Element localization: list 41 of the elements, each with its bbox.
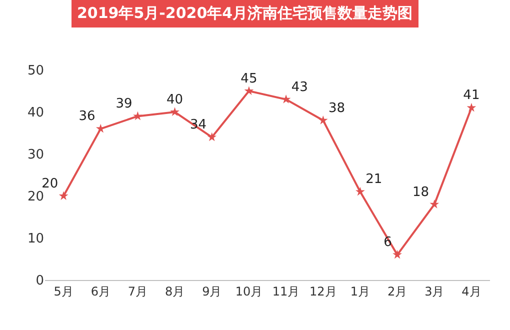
data-label: 20 [42, 176, 58, 192]
x-tick-label: 10月 [235, 284, 263, 298]
x-tick-label: 6月 [90, 284, 110, 298]
x-tick-label: 3月 [424, 284, 444, 298]
point [318, 116, 328, 124]
y-tick-label: 20 [27, 190, 44, 205]
data-label: 36 [78, 109, 96, 124]
x-tick-label: 5月 [54, 284, 74, 298]
x-tick-label: 7月 [128, 284, 148, 298]
x-tick-label: 4月 [462, 284, 482, 298]
point [58, 191, 68, 200]
point [133, 111, 142, 120]
point [170, 107, 180, 116]
y-tick-label: 0 [36, 274, 44, 289]
y-tick-label: 40 [27, 106, 44, 121]
point [244, 86, 254, 95]
data-label: 41 [463, 88, 480, 104]
data-label: 18 [412, 184, 430, 200]
point [430, 200, 440, 208]
data-label: 39 [116, 96, 132, 112]
data-label: 40 [166, 92, 184, 108]
data-label: 6 [384, 235, 392, 250]
y-tick-label: 10 [27, 232, 44, 247]
data-label: 45 [240, 71, 258, 86]
x-tick-label: 9月 [202, 284, 222, 298]
data-label: 38 [328, 100, 346, 116]
data-label: 21 [366, 172, 382, 188]
x-tick-label: 11月 [272, 284, 300, 298]
point [356, 186, 365, 196]
x-tick-label: 2月 [387, 284, 408, 298]
data-label: 43 [291, 80, 308, 95]
point [392, 250, 402, 259]
point [281, 94, 291, 104]
point [466, 102, 476, 112]
chart-title: 2019年5月-2020年4月济南住宅预售数量走势图 [77, 4, 413, 22]
y-tick-label: 50 [27, 64, 44, 79]
x-tick-label: 8月 [164, 284, 185, 298]
x-tick-label: 1月 [350, 284, 370, 298]
y-tick-label: 30 [27, 148, 44, 163]
x-tick-label: 12月 [309, 284, 337, 298]
point [207, 132, 217, 142]
